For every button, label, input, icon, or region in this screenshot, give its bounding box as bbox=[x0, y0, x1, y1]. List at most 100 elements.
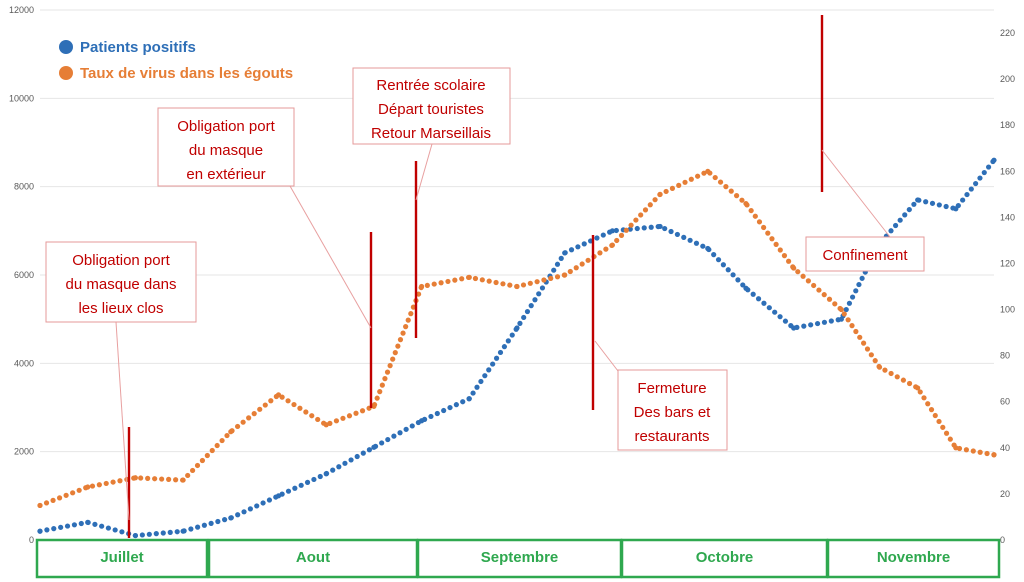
month-cell bbox=[620, 538, 829, 579]
data-point bbox=[194, 462, 201, 469]
data-point bbox=[562, 250, 568, 256]
data-point bbox=[826, 296, 833, 302]
month-label: Septembre bbox=[481, 549, 559, 566]
data-point bbox=[180, 477, 186, 483]
data-point bbox=[138, 475, 144, 481]
data-point bbox=[348, 457, 354, 463]
data-point bbox=[377, 389, 383, 395]
data-point bbox=[554, 274, 561, 280]
data-point bbox=[923, 199, 929, 205]
data-point bbox=[285, 398, 291, 404]
legend-label: Taux de virus dans les égouts bbox=[80, 65, 293, 82]
annotation-leader-line bbox=[115, 321, 130, 521]
data-point bbox=[298, 482, 304, 488]
data-point bbox=[800, 273, 806, 279]
annotation-box bbox=[352, 67, 511, 145]
data-point bbox=[781, 253, 788, 259]
data-point bbox=[524, 308, 531, 315]
data-point bbox=[936, 202, 942, 208]
data-point bbox=[50, 497, 56, 503]
data-point bbox=[603, 246, 609, 252]
data-point bbox=[717, 179, 724, 185]
data-point bbox=[973, 180, 979, 187]
data-point bbox=[725, 267, 731, 273]
data-point bbox=[85, 484, 91, 490]
data-point bbox=[514, 325, 520, 331]
data-point bbox=[627, 226, 633, 232]
annotation-callout: Rentrée scolaire Départ touristes Retour M… bbox=[352, 67, 511, 201]
data-point bbox=[711, 252, 717, 258]
data-point bbox=[984, 450, 990, 457]
data-point bbox=[89, 483, 96, 489]
data-point bbox=[460, 399, 466, 405]
data-point bbox=[424, 282, 430, 289]
data-point bbox=[872, 358, 878, 364]
data-point bbox=[856, 281, 862, 288]
data-point bbox=[309, 413, 315, 419]
data-point bbox=[234, 423, 241, 430]
data-point bbox=[977, 175, 983, 181]
left-tick-label: 8000 bbox=[14, 182, 34, 192]
data-point bbox=[103, 480, 109, 487]
data-point bbox=[705, 245, 711, 252]
data-point bbox=[92, 521, 98, 527]
data-point bbox=[292, 485, 298, 491]
data-point bbox=[497, 349, 504, 356]
data-point bbox=[892, 222, 899, 229]
data-point bbox=[56, 495, 63, 501]
data-point bbox=[479, 277, 485, 283]
data-point bbox=[346, 413, 353, 419]
data-point bbox=[353, 410, 359, 416]
data-point bbox=[379, 382, 385, 388]
data-point bbox=[132, 475, 138, 481]
data-point bbox=[379, 440, 385, 446]
data-point bbox=[64, 523, 71, 529]
data-point bbox=[174, 529, 180, 535]
data-point bbox=[486, 367, 492, 373]
data-point bbox=[51, 526, 57, 532]
data-point bbox=[387, 363, 393, 369]
data-point bbox=[964, 191, 970, 198]
data-point bbox=[541, 277, 547, 283]
data-point bbox=[628, 222, 634, 228]
data-point bbox=[888, 228, 894, 234]
data-point bbox=[805, 278, 811, 284]
data-point bbox=[58, 524, 64, 530]
data-point bbox=[940, 424, 946, 430]
data-point bbox=[520, 282, 527, 288]
data-point bbox=[943, 430, 950, 436]
annotation-text: Rentrée scolaire bbox=[376, 77, 485, 94]
month-cell bbox=[416, 538, 623, 579]
data-point bbox=[977, 449, 983, 455]
data-point bbox=[551, 267, 557, 273]
data-point bbox=[521, 314, 527, 321]
data-point bbox=[853, 288, 859, 294]
data-point bbox=[688, 176, 694, 182]
data-point bbox=[466, 396, 472, 402]
data-point bbox=[452, 277, 458, 283]
month-label: Octobre bbox=[696, 549, 754, 566]
data-point bbox=[478, 378, 484, 385]
data-point bbox=[275, 392, 282, 398]
data-point bbox=[777, 314, 783, 320]
data-point bbox=[928, 407, 935, 413]
data-point bbox=[846, 300, 853, 306]
data-point bbox=[633, 217, 639, 223]
data-point bbox=[285, 488, 292, 494]
data-point bbox=[132, 532, 138, 539]
data-point bbox=[160, 530, 166, 536]
data-point bbox=[317, 473, 323, 480]
data-point bbox=[408, 311, 414, 317]
data-point bbox=[657, 191, 663, 197]
series-taux-virus-egouts bbox=[37, 168, 997, 509]
data-point bbox=[906, 380, 913, 387]
data-point bbox=[297, 405, 303, 411]
data-point bbox=[500, 281, 506, 287]
month-cell bbox=[35, 538, 209, 579]
data-point bbox=[634, 225, 640, 232]
data-point bbox=[501, 344, 508, 350]
data-point bbox=[843, 306, 849, 313]
data-point bbox=[832, 301, 838, 307]
data-point bbox=[173, 477, 179, 483]
